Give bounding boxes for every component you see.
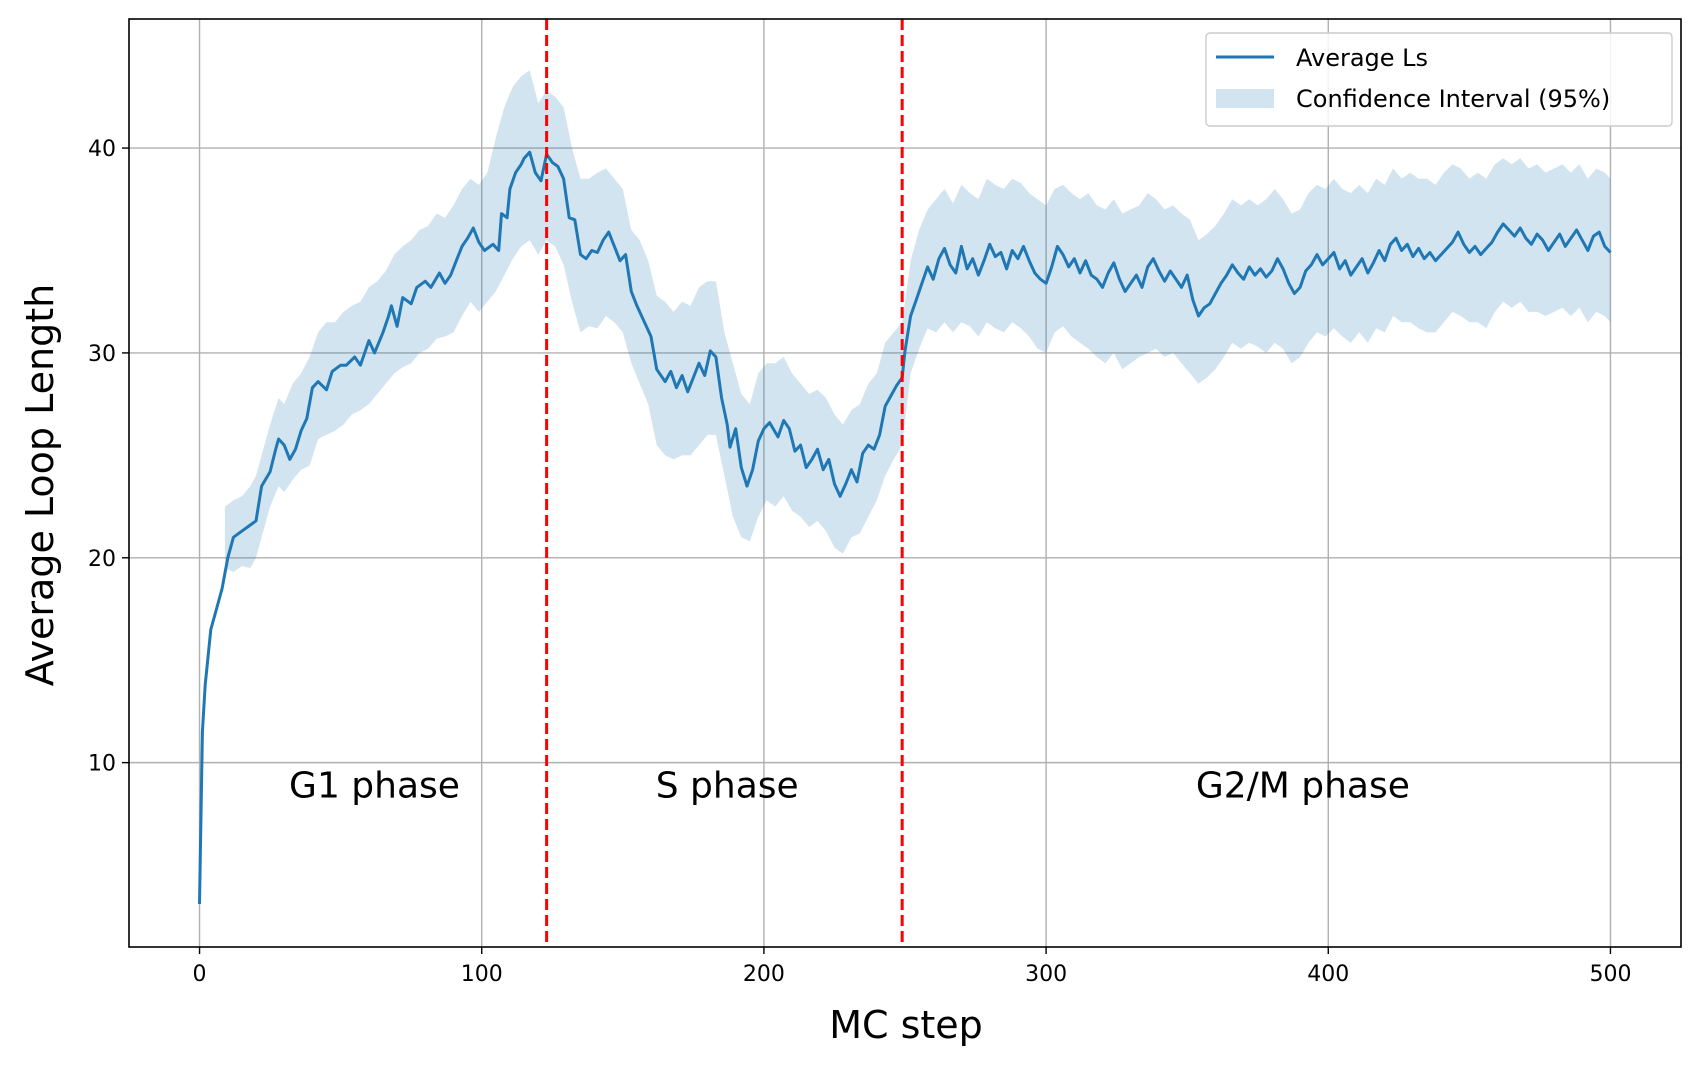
tick-layer: 0 100 200 300 400 500 10 20 30 40: [88, 137, 1631, 987]
y-tick-label: 40: [88, 137, 116, 162]
confidence-interval-band: [224, 70, 1611, 573]
phase-label: S phase: [656, 765, 799, 806]
phase-label-layer: G1 phase S phase G2/M phase: [289, 765, 1410, 806]
confidence-band-layer: [224, 70, 1611, 573]
average-ls-line: [198, 150, 1612, 905]
y-tick-label: 30: [88, 342, 116, 367]
legend-label-average: Average Ls: [1296, 44, 1428, 72]
phase-label: G2/M phase: [1196, 765, 1410, 806]
legend-band-swatch: [1216, 89, 1274, 108]
legend: Average Ls Confidence Interval (95%): [1205, 32, 1673, 127]
legend-label-ci: Confidence Interval (95%): [1296, 85, 1610, 113]
phase-divider-layer: [545, 19, 904, 947]
x-tick-label: 500: [1589, 962, 1631, 987]
x-tick-label: 100: [461, 962, 503, 987]
x-tick-label: 0: [193, 962, 207, 987]
x-axis-label: MC step: [829, 1003, 983, 1047]
y-tick-label: 20: [88, 547, 116, 572]
x-tick-label: 200: [743, 962, 785, 987]
x-tick-label: 400: [1307, 962, 1349, 987]
plot-frame: [128, 18, 1682, 948]
average-line-layer: [198, 150, 1612, 905]
y-axis-label: Average Loop Length: [18, 284, 62, 686]
grid: [129, 19, 1681, 947]
legend-frame: [1205, 32, 1673, 127]
x-tick-label: 300: [1025, 962, 1067, 987]
y-tick-label: 10: [88, 752, 116, 777]
phase-label: G1 phase: [289, 765, 460, 806]
